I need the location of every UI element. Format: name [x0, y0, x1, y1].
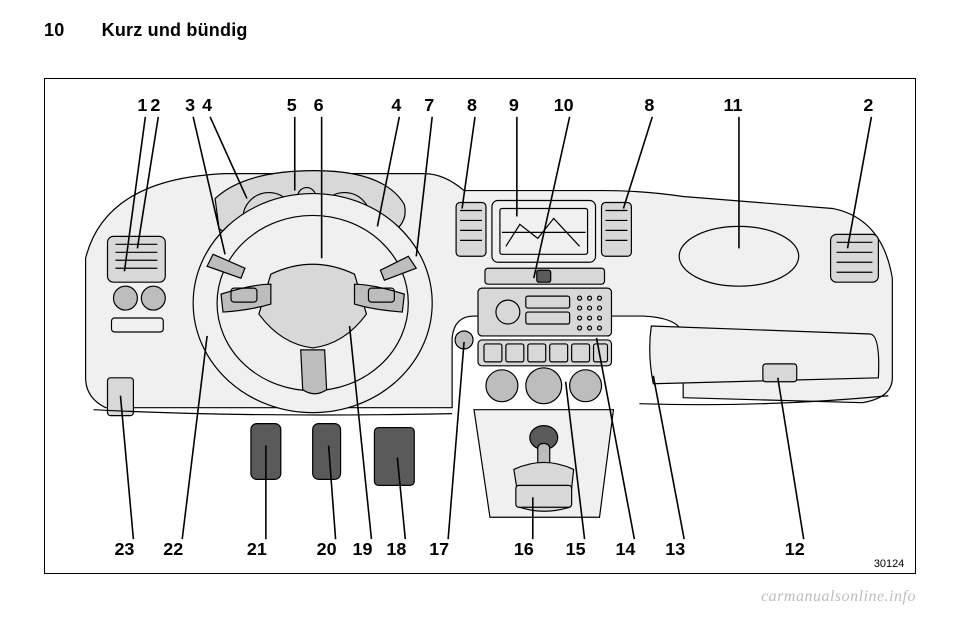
callout-top-4: 4: [202, 95, 212, 115]
callout-top-11: 11: [724, 95, 743, 115]
callout-bot-21: 21: [247, 539, 267, 559]
callout-top-9: 9: [509, 95, 519, 115]
callout-bot-12: 12: [785, 539, 805, 559]
callout-top-2: 2: [150, 95, 160, 115]
callout-bot-16: 16: [514, 539, 534, 559]
figure-number: 30124: [874, 558, 904, 570]
callout-bot-18: 18: [386, 539, 406, 559]
callout-bot-17: 17: [429, 539, 449, 559]
page-number: 10: [44, 20, 64, 40]
dashboard-svg: 1 2 3 4 5 6 4 7 8 9 10 8 11 2 23 22 21 2…: [45, 79, 915, 573]
callout-top-10: 10: [554, 95, 574, 115]
callout-top-8b: 8: [644, 95, 654, 115]
callout-top-3: 3: [185, 95, 195, 115]
callout-bot-15: 15: [566, 539, 586, 559]
callout-bot-19: 19: [353, 539, 373, 559]
watermark: carmanualsonline.info: [761, 588, 916, 606]
callout-top-7: 7: [424, 95, 434, 115]
callout-top-1: 1: [137, 95, 147, 115]
callout-bot-22: 22: [163, 539, 183, 559]
callout-top-5: 5: [287, 95, 297, 115]
callout-top-4b: 4: [391, 95, 401, 115]
dashboard-figure: 1 2 3 4 5 6 4 7 8 9 10 8 11 2 23 22 21 2…: [44, 78, 916, 574]
page-section-title: Kurz und bündig: [102, 20, 248, 40]
callout-top-6: 6: [314, 95, 324, 115]
callout-top-2b: 2: [863, 95, 873, 115]
callout-bot-13: 13: [665, 539, 685, 559]
page-header: 10 Kurz und bündig: [44, 20, 248, 41]
callout-bot-20: 20: [317, 539, 337, 559]
callout-bot-14: 14: [615, 539, 635, 559]
callout-bot-23: 23: [114, 539, 134, 559]
callout-top-8: 8: [467, 95, 477, 115]
